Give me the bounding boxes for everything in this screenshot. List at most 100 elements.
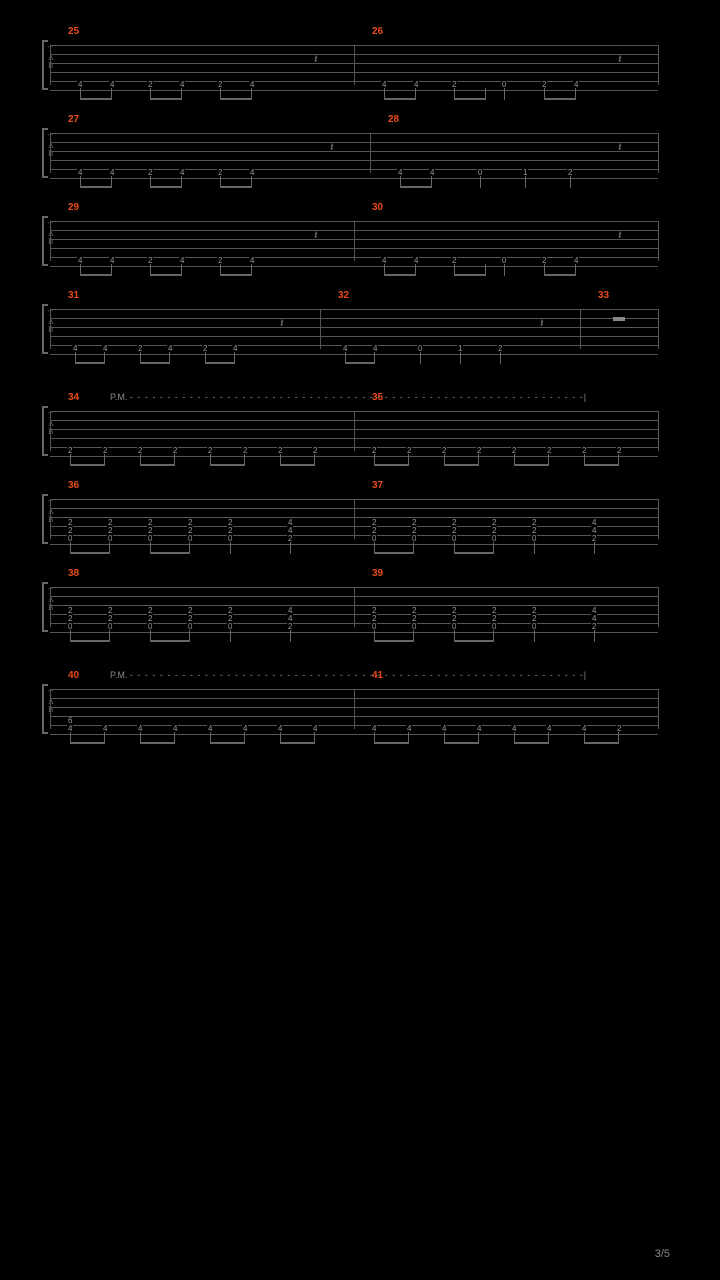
rest-icon: 𝄽	[330, 140, 334, 155]
barline	[658, 45, 659, 85]
rest-icon: 𝄽	[314, 52, 318, 67]
palm-mute-label: P.M. - - - - - - - - - - - - - - - - - -…	[110, 670, 670, 680]
tab-system: P.M. - - - - - - - - - - - - - - - - - -…	[50, 392, 670, 456]
measure-number: 41	[372, 670, 383, 681]
measure-number: 28	[388, 114, 399, 125]
systems-container: TAB25442424𝄽26442024𝄽 TAB27442424𝄽2844012…	[50, 40, 670, 734]
beam-group	[140, 732, 175, 746]
stem	[594, 630, 595, 642]
beam-group	[150, 542, 190, 556]
beam-group	[374, 630, 414, 644]
beam-group	[454, 630, 494, 644]
rest-icon: 𝄽	[618, 52, 622, 67]
tab-staff: TAB34222222223522222222	[50, 406, 658, 456]
beam-group	[80, 88, 112, 102]
measure-number: 39	[372, 568, 383, 579]
stem	[500, 352, 501, 364]
tab-system: TAB25442424𝄽26442024𝄽	[50, 40, 670, 90]
beam-group	[384, 264, 416, 278]
stem	[460, 352, 461, 364]
barline	[354, 411, 355, 451]
barline	[50, 221, 51, 261]
beam-group	[544, 264, 576, 278]
stem	[534, 542, 535, 554]
stem	[420, 352, 421, 364]
barline	[370, 133, 371, 173]
measure-number: 34	[68, 392, 79, 403]
tab-staff: TAB3822022022022022044239220220220220220…	[50, 582, 658, 632]
barline	[320, 309, 321, 349]
beam-group	[454, 542, 494, 556]
barline	[658, 411, 659, 451]
tab-staff: TAB27442424𝄽2844012𝄽	[50, 128, 658, 178]
beam-group	[384, 88, 416, 102]
measure-number: 40	[68, 670, 79, 681]
rest-icon: 𝄽	[618, 140, 622, 155]
barline	[50, 309, 51, 349]
tab-system: TAB29442424𝄽30442024𝄽	[50, 216, 670, 266]
tab-page: TAB25442424𝄽26442024𝄽 TAB27442424𝄽2844012…	[0, 0, 720, 792]
beam-group	[220, 264, 252, 278]
barline	[658, 689, 659, 729]
barline	[354, 45, 355, 85]
barline	[354, 587, 355, 627]
beam-group	[150, 88, 182, 102]
barline	[658, 309, 659, 349]
measure-number: 30	[372, 202, 383, 213]
beam-group	[150, 176, 182, 190]
measure-number: 36	[68, 480, 79, 491]
beam-group	[280, 454, 315, 468]
beam-group	[80, 176, 112, 190]
barline	[580, 309, 581, 349]
measure-number: 37	[372, 480, 383, 491]
barline	[658, 499, 659, 539]
measure-number: 35	[372, 392, 383, 403]
stem	[570, 176, 571, 188]
stem	[230, 630, 231, 642]
tab-system: TAB3822022022022022044239220220220220220…	[50, 582, 670, 632]
tab-staff: TAB31442424𝄽3244012𝄽33	[50, 304, 658, 354]
barline	[50, 499, 51, 539]
stem	[290, 630, 291, 642]
barline	[354, 499, 355, 539]
barline	[658, 133, 659, 173]
stem	[230, 542, 231, 554]
beam-group	[400, 176, 432, 190]
rest-icon: 𝄽	[280, 316, 284, 331]
measure-number: 27	[68, 114, 79, 125]
beam-group	[150, 630, 190, 644]
beam-group	[70, 732, 105, 746]
palm-mute-label: P.M. - - - - - - - - - - - - - - - - - -…	[110, 392, 670, 402]
beam-group	[374, 542, 414, 556]
beam-group	[374, 732, 409, 746]
stem	[504, 264, 505, 276]
stem	[594, 542, 595, 554]
beam-group	[220, 176, 252, 190]
beam-group	[70, 630, 110, 644]
beam-group	[205, 352, 235, 366]
beam-group	[220, 88, 252, 102]
beam-group	[70, 454, 105, 468]
tab-system: TAB27442424𝄽2844012𝄽	[50, 128, 670, 178]
barline	[50, 689, 51, 729]
beam-group	[374, 454, 409, 468]
stem	[534, 630, 535, 642]
barline	[354, 689, 355, 729]
measure-number: 26	[372, 26, 383, 37]
beam-group	[514, 454, 549, 468]
barline	[658, 587, 659, 627]
beam-group	[280, 732, 315, 746]
beam-group	[140, 352, 170, 366]
beam-group	[514, 732, 549, 746]
stem	[525, 176, 526, 188]
tab-staff: TAB25442424𝄽26442024𝄽	[50, 40, 658, 90]
measure-number: 33	[598, 290, 609, 301]
rest-icon: 𝄽	[540, 316, 544, 331]
tab-staff: TAB404444444644144444442	[50, 684, 658, 734]
beam-group	[444, 732, 479, 746]
beam-group	[584, 732, 619, 746]
barline	[50, 411, 51, 451]
beam-group	[544, 88, 576, 102]
beam-group	[454, 264, 486, 278]
measure-number: 29	[68, 202, 79, 213]
